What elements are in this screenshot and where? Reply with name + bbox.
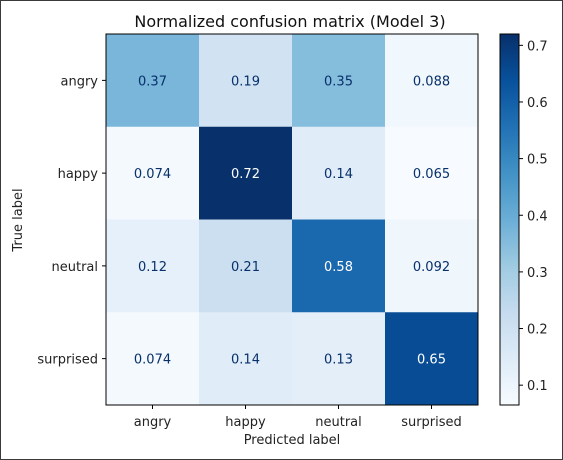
x-tick-label: neutral	[315, 415, 362, 430]
cell-value-label: 0.21	[231, 260, 260, 275]
colorbar-ticks: 0.1 0.2 0.3 0.4 0.5 0.6 0.7	[519, 39, 548, 394]
colorbar-tick-label: 0.1	[527, 379, 548, 394]
y-tick-label: angry	[61, 74, 99, 89]
cell-value-label: 0.065	[413, 167, 450, 182]
heatmap-cell	[106, 126, 200, 220]
x-axis-ticks: angry happy neutral surprised	[134, 405, 462, 430]
heatmap-cell	[385, 219, 479, 313]
heatmap-cell	[106, 312, 200, 406]
y-axis-ticks: angry happy neutral surprised	[37, 74, 106, 368]
y-tick-label: surprised	[37, 353, 98, 368]
heatmap-cell	[385, 126, 479, 220]
heatmap-cell	[199, 219, 293, 313]
heatmap-cell	[106, 219, 200, 313]
x-tick-label: surprised	[401, 415, 462, 430]
colorbar-tick-label: 0.5	[527, 153, 548, 168]
cell-value-label: 0.074	[134, 353, 171, 368]
cell-value-label: 0.65	[417, 353, 446, 368]
cell-value-label: 0.19	[231, 74, 260, 89]
cell-value-label: 0.72	[231, 167, 260, 182]
cell-value-label: 0.14	[231, 353, 260, 368]
y-tick-label: happy	[58, 167, 99, 182]
heatmap-cell	[106, 34, 200, 128]
cell-value-label: 0.14	[324, 167, 353, 182]
heatmap-cell	[385, 312, 479, 406]
x-tick-label: happy	[225, 415, 266, 430]
cell-value-label: 0.35	[324, 74, 353, 89]
heatmap-cell	[199, 34, 293, 128]
y-tick-label: neutral	[52, 260, 99, 275]
heatmap-cell	[292, 219, 386, 313]
cell-value-label: 0.092	[413, 260, 450, 275]
cell-value-label: 0.58	[324, 260, 353, 275]
heatmap-cell	[292, 126, 386, 220]
colorbar-tick-label: 0.2	[527, 323, 548, 338]
heatmap-cell	[199, 126, 293, 220]
y-axis-label: True label	[11, 188, 26, 252]
colorbar	[499, 33, 520, 406]
heatmap-cell	[292, 312, 386, 406]
chart-title: Normalized confusion matrix (Model 3)	[134, 12, 445, 31]
x-tick-label: angry	[134, 415, 172, 430]
plot-frame	[105, 33, 479, 406]
colorbar-tick-label: 0.3	[527, 266, 548, 281]
cell-value-label: 0.37	[138, 74, 167, 89]
cell-value-label: 0.13	[324, 353, 353, 368]
heatmap-cell	[292, 34, 386, 128]
heatmap-cells: 0.37 0.19 0.35 0.088 0.074 0.72 0.14 0.065 0.12 0…	[106, 34, 479, 406]
heatmap-cell	[199, 312, 293, 406]
cell-value-label: 0.074	[134, 167, 171, 182]
cell-value-label: 0.12	[138, 260, 167, 275]
cell-value-label: 0.088	[413, 74, 450, 89]
heatmap-cell	[385, 34, 479, 128]
colorbar-tick-label: 0.6	[527, 96, 548, 111]
x-axis-label: Predicted label	[244, 433, 341, 448]
colorbar-tick-label: 0.4	[527, 209, 548, 224]
colorbar-tick-label: 0.7	[527, 39, 548, 54]
